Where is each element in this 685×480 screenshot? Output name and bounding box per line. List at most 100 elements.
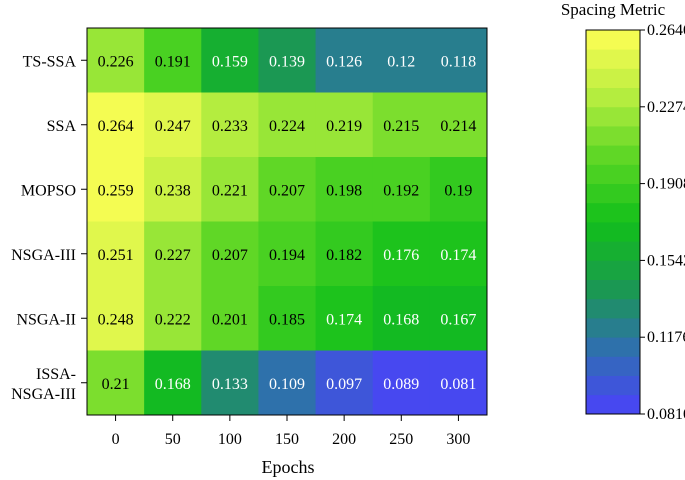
- colorbar-tick-label: 0.1176: [647, 329, 685, 346]
- colorbar-tick-label: 0.2274: [647, 99, 685, 116]
- heatmap-cell-label: 0.182: [326, 247, 362, 264]
- heatmap-cell-label: 0.21: [102, 376, 130, 393]
- heatmap-cell-label: 0.264: [98, 118, 134, 135]
- colorbar-tick-label: 0.1542: [647, 252, 685, 269]
- x-tick-label: 0: [112, 431, 120, 448]
- colorbar-segment: [586, 298, 640, 319]
- colorbar-segment: [586, 356, 640, 376]
- heatmap-cell: [429, 221, 488, 287]
- colorbar-segment: [586, 106, 640, 127]
- heatmap-cell-label: 0.215: [383, 118, 419, 135]
- heatmap-cell: [372, 350, 431, 416]
- heatmap-cell: [144, 92, 202, 158]
- heatmap-cell-label: 0.081: [440, 376, 476, 393]
- colorbar-segment: [586, 222, 640, 242]
- heatmap-cell-label: 0.097: [326, 376, 362, 393]
- x-tick-label: 250: [389, 431, 413, 448]
- heatmap-cell: [201, 286, 259, 351]
- heatmap-cell-label: 0.174: [440, 247, 476, 264]
- heatmap-cell: [144, 157, 202, 222]
- heatmap-cell: [372, 157, 431, 222]
- heatmap-cell: [315, 92, 374, 158]
- heatmap-cell: [201, 221, 259, 287]
- heatmap-cell: [315, 286, 374, 351]
- colorbar-segment: [586, 318, 640, 338]
- heatmap-cell: [429, 286, 488, 351]
- heatmap-cell: [201, 350, 259, 416]
- heatmap-cell-label: 0.214: [440, 118, 476, 135]
- heatmap-cell-label: 0.233: [212, 118, 248, 135]
- heatmap-cell: [258, 350, 317, 416]
- colorbar-segment: [586, 375, 640, 396]
- heatmap-cell-labels: 0.226 0.191 0.159 0.139 0.126 0.12 0.118 0.264 0…: [98, 53, 477, 393]
- colorbar-segment: [586, 30, 640, 50]
- heatmap-cell-label: 0.226: [98, 53, 134, 70]
- heatmap-cell: [87, 350, 145, 416]
- colorbar-segment: [586, 49, 640, 69]
- heatmap-cell: [372, 28, 431, 93]
- heatmap-cell-label: 0.238: [155, 182, 191, 199]
- heatmap-cell: [429, 350, 488, 416]
- colorbar-title: Spacing Metric: [561, 0, 666, 19]
- heatmap-cell-label: 0.259: [98, 182, 134, 199]
- colorbar-segment: [586, 394, 640, 415]
- colorbar-segment: [586, 87, 640, 108]
- heatmap-cell-label: 0.159: [212, 53, 248, 70]
- heatmap-cell: [201, 157, 259, 222]
- colorbar-segment: [586, 68, 640, 88]
- heatmap-cell-label: 0.221: [212, 182, 248, 199]
- heatmap-cell-label: 0.191: [155, 53, 191, 70]
- heatmap-cell-label: 0.089: [383, 376, 419, 393]
- heatmap-cell: [144, 350, 202, 416]
- heatmap-cell-label: 0.247: [155, 118, 191, 135]
- colorbar-segment: [586, 241, 640, 261]
- heatmap-cell-label: 0.168: [383, 311, 419, 328]
- heatmap-cell-label: 0.194: [269, 247, 305, 264]
- heatmap-cell: [201, 92, 259, 158]
- colorbar-segment: [586, 183, 640, 204]
- colorbar-tick-label: 0.08100: [647, 406, 685, 423]
- heatmap-cell-label: 0.227: [155, 247, 191, 264]
- heatmap-cell: [315, 28, 374, 93]
- heatmap-cells: [87, 28, 488, 416]
- heatmap-cell: [87, 286, 145, 351]
- heatmap-cell-label: 0.192: [383, 182, 419, 199]
- heatmap-cell-label: 0.201: [212, 311, 248, 328]
- heatmap-cell: [258, 286, 317, 351]
- heatmap-cell-label: 0.139: [269, 53, 305, 70]
- x-tick-label: 150: [275, 431, 299, 448]
- heatmap-cell: [87, 92, 145, 158]
- heatmap-cell: [87, 28, 145, 93]
- x-tick-label: 100: [218, 431, 242, 448]
- y-tick-label: NSGA-II: [16, 311, 76, 328]
- heatmap-cell: [372, 221, 431, 287]
- x-axis: 0 50 100 150 200 250 300: [112, 415, 470, 448]
- heatmap-cell: [144, 28, 202, 93]
- y-tick-label: NSGA-III: [11, 247, 76, 264]
- heatmap-cell: [372, 92, 431, 158]
- heatmap-cell: [258, 92, 317, 158]
- heatmap-cell: [315, 157, 374, 222]
- heatmap-cell-label: 0.176: [383, 247, 419, 264]
- heatmap-cell-label: 0.251: [98, 247, 134, 264]
- heatmap-cell: [429, 157, 488, 222]
- heatmap-cell-label: 0.207: [269, 182, 305, 199]
- heatmap-cell-label: 0.224: [269, 118, 305, 135]
- x-tick-label: 50: [165, 431, 181, 448]
- colorbar-frame: [585, 29, 641, 415]
- colorbar-segment: [586, 164, 640, 184]
- heatmap-cell-label: 0.126: [326, 53, 362, 70]
- heatmap-cell-label: 0.167: [440, 311, 476, 328]
- heatmap-cell: [258, 157, 317, 222]
- colorbar-segment: [586, 202, 640, 223]
- heatmap-cell-label: 0.174: [326, 311, 362, 328]
- heatmap-cell-label: 0.222: [155, 311, 191, 328]
- colorbar-tick-label: 0.1908: [647, 176, 685, 193]
- y-tick-label: SSA: [47, 118, 77, 135]
- heatmap-cell: [201, 28, 259, 93]
- heatmap-cell-label: 0.133: [212, 376, 248, 393]
- heatmap-cell-label: 0.185: [269, 311, 305, 328]
- heatmap-cell-label: 0.207: [212, 247, 248, 264]
